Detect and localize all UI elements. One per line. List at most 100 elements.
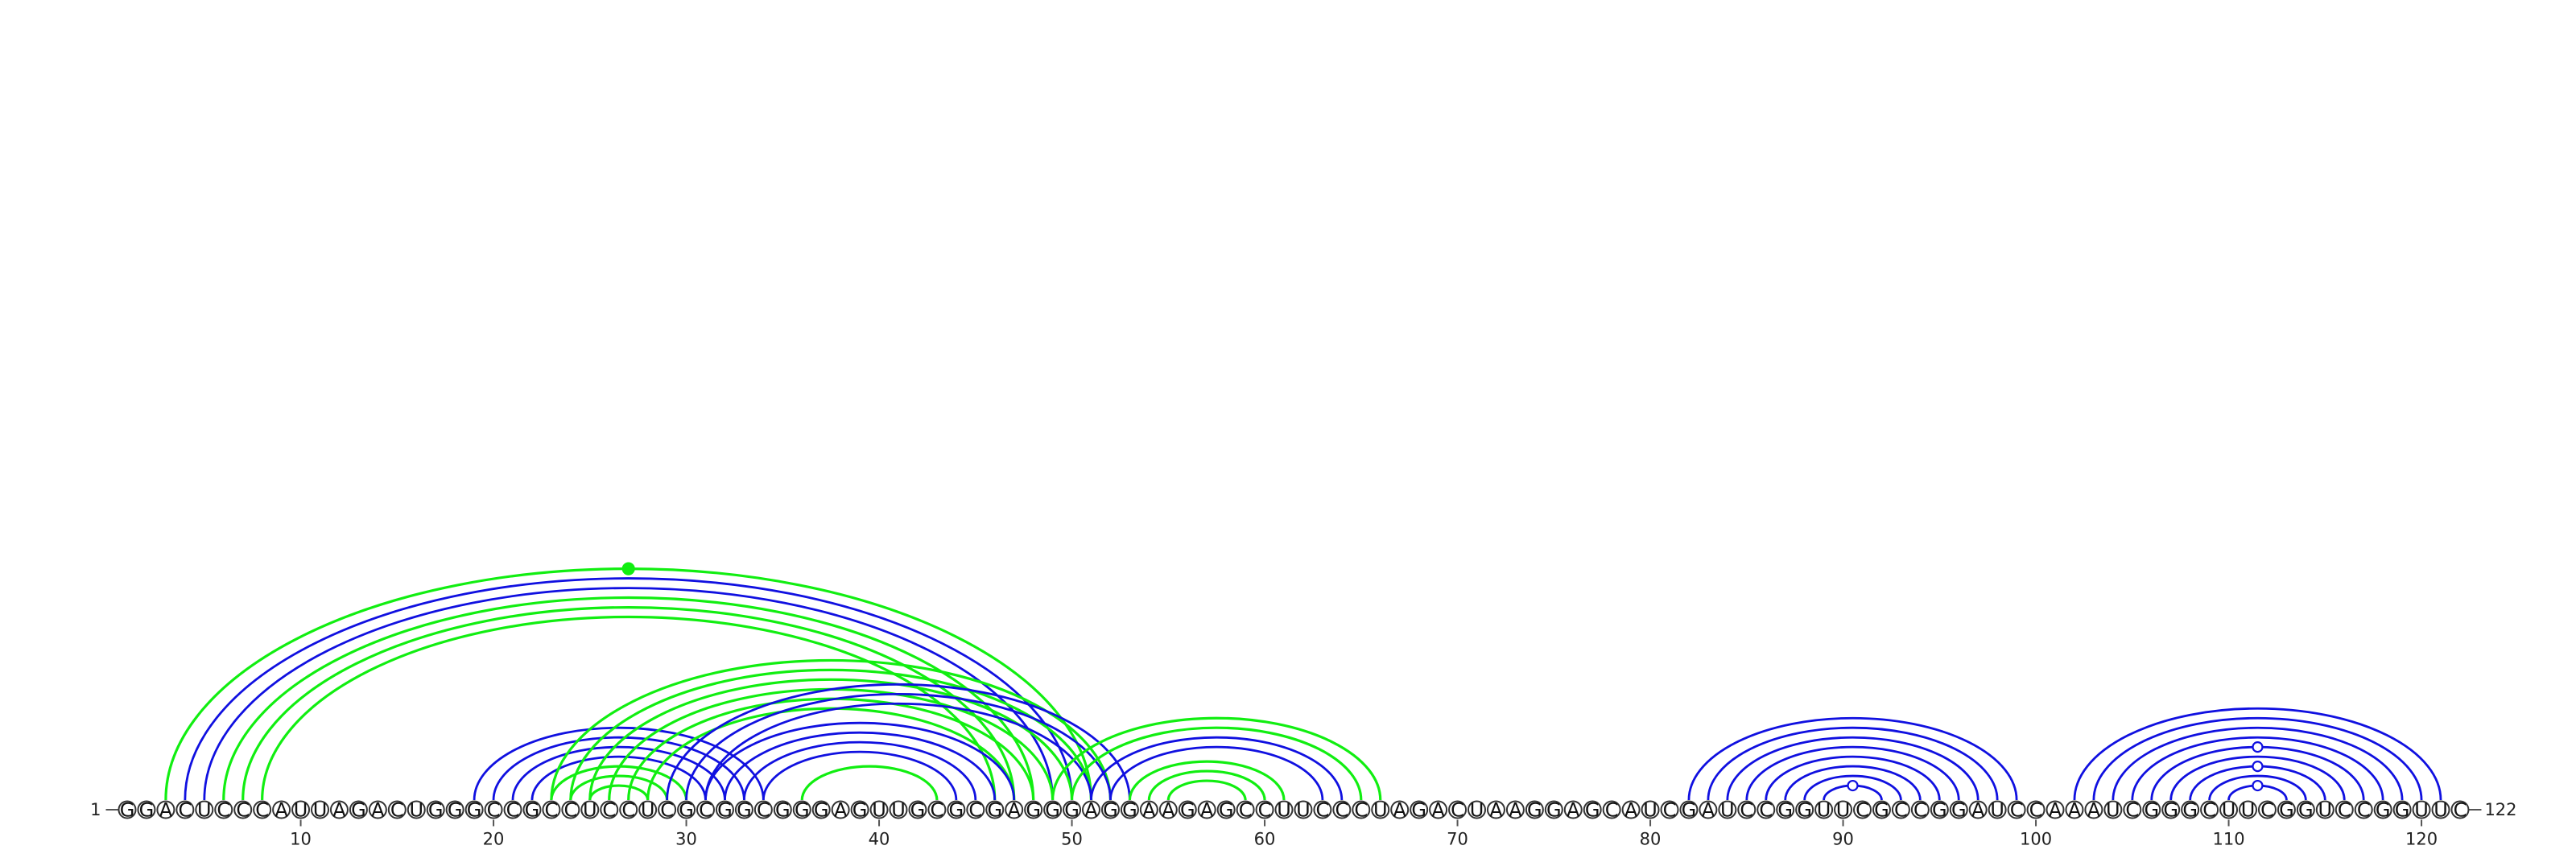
loop-markers [623,563,2263,790]
arc-34-44 [763,752,956,800]
tick-label: 50 [1061,830,1083,849]
nucleotide-letter: C [1354,799,1368,822]
nucleotide-letter: G [120,799,135,822]
nucleotide-letter: A [159,799,173,822]
nucleotide-letter: G [814,799,829,822]
nucleotide-letter: G [1527,799,1542,822]
arc-6-48 [224,598,1034,800]
nucleotide-letter: C [217,799,230,822]
nucleotide-letter: C [564,799,577,822]
sequence-end-label: 122 [2484,800,2516,819]
nucleotide-letter: C [1663,799,1677,822]
arc-54-60 [1149,771,1265,800]
nucleotide-letter: G [1797,799,1812,822]
nucleotide-letter: A [275,799,288,822]
nucleotide-row: GGACUCCCAUUAGACUGGGCCGCCUCCUCGCGGCGGGAGU… [119,799,2469,822]
nucleotide-letter: A [1393,799,1406,822]
nucleotide-letter: G [1546,799,1562,822]
nucleotide-letter: G [717,799,733,822]
nucleotide-letter: C [660,799,674,822]
nucleotide-letter: U [197,799,212,822]
nucleotide-letter: C [699,799,712,822]
nucleotide-letter: G [2298,799,2314,822]
nucleotide-letter: U [2106,799,2120,822]
nucleotide-letter: G [351,799,366,822]
nucleotide-letter: A [1624,799,1638,822]
nucleotide-letter: C [1258,799,1272,822]
nucleotide-letter: A [1431,799,1445,822]
nucleotide-letter: U [872,799,886,822]
nucleotide-letter: C [1239,799,1253,822]
nucleotide-letter: U [1470,799,1484,822]
nucleotide-letter: C [1913,799,1927,822]
nucleotide-letter: C [236,799,250,822]
nucleotide-letter: C [621,799,635,822]
nucleotide-letter: G [139,799,155,822]
nucleotide-letter: U [409,799,423,822]
nucleotide-letter: C [968,799,982,822]
marker-loop-1 [1848,781,1858,790]
nucleotide-letter: G [1874,799,1889,822]
nucleotide-letter: U [1836,799,1851,822]
tick-label: 80 [1640,830,1662,849]
nucleotide-letter: U [2434,799,2448,822]
nucleotide-letter: C [1335,799,1348,822]
nucleotide-letter: C [1451,799,1464,822]
nucleotide-letter: C [506,799,520,822]
marker-green-apex [623,563,634,575]
arc-31-47 [706,723,1014,800]
nucleotide-letter: A [2087,799,2101,822]
arc-49-66 [1053,718,1381,800]
tick-label: 60 [1254,830,1276,849]
nucleotide-letter: A [1509,799,1522,822]
nucleotide-letter: G [775,799,791,822]
nucleotide-letter: G [679,799,694,822]
base-pair-arcs [166,569,2441,800]
nucleotide-letter: G [949,799,964,822]
nucleotide-letter: G [2182,799,2198,822]
nucleotide-letter: U [2222,799,2236,822]
nucleotide-letter: A [1084,799,1098,822]
nucleotide-letter: U [891,799,906,822]
nucleotide-letter: A [1162,799,1175,822]
arc-36-43 [802,766,937,800]
arc-25-28 [590,786,648,800]
nucleotide-letter: C [2029,799,2043,822]
nucleotide-letter: A [332,799,346,822]
marker-loop-3 [2252,761,2262,771]
tick-label: 10 [290,830,312,849]
nucleotide-letter: U [313,799,328,822]
nucleotide-letter: U [1296,799,1311,822]
nucleotide-letter: G [2395,799,2410,822]
nucleotide-letter: G [1180,799,1195,822]
tick-label: 30 [675,830,697,849]
nucleotide-letter: C [1856,799,1869,822]
nucleotide-letter: G [1026,799,1041,822]
nucleotide-letter: U [1720,799,1735,822]
nucleotide-letter: A [1567,799,1580,822]
nucleotide-letter: G [795,799,810,822]
marker-loop-4 [2252,742,2262,752]
nucleotide-letter: A [2068,799,2082,822]
nucleotide-letter: U [1817,799,1831,822]
nucleotide-letter: G [1064,799,1080,822]
nucleotide-letter: U [1643,799,1657,822]
nucleotide-letter: G [737,799,752,822]
nucleotide-letter: U [641,799,655,822]
nucleotide-letter: U [2318,799,2333,822]
nucleotide-letter: C [545,799,559,822]
nucleotide-letter: A [1702,799,1715,822]
nucleotide-letter: U [583,799,597,822]
nucleotide-letter: C [1316,799,1330,822]
nucleotide-letter: C [1759,799,1773,822]
marker-loop-2 [2252,781,2262,790]
tick-label: 20 [483,830,505,849]
nucleotide-letter: C [390,799,404,822]
nucleotide-letter: A [2049,799,2062,822]
nucleotide-letter: C [2010,799,2024,822]
nucleotide-letter: C [757,799,770,822]
nucleotide-letter: G [1682,799,1697,822]
nucleotide-letter: C [602,799,616,822]
tick-label: 110 [2213,830,2245,849]
